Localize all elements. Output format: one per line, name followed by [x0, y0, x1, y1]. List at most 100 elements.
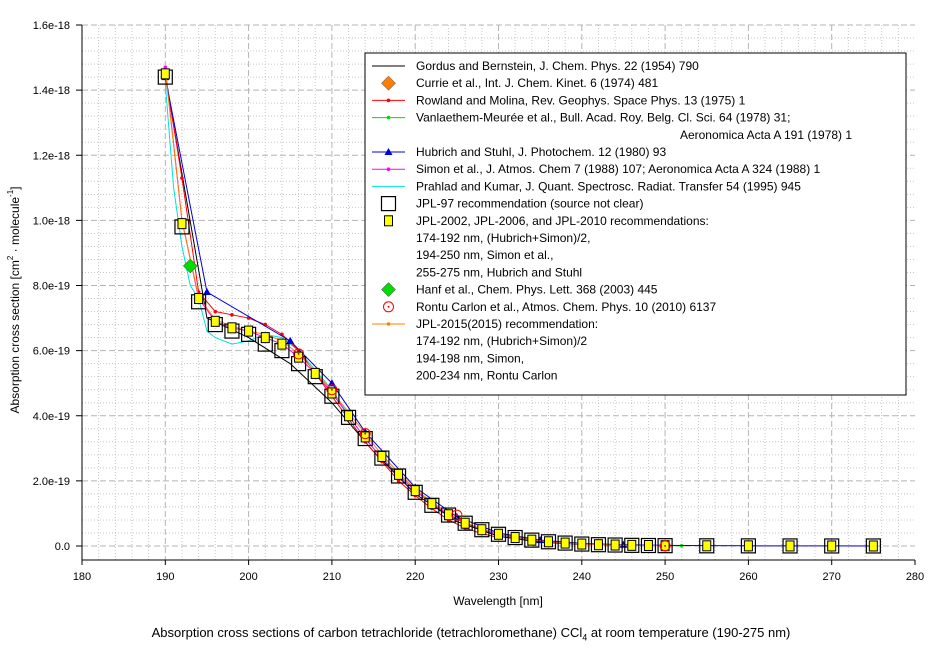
data-point-dot	[396, 479, 401, 483]
data-point-open-square	[524, 532, 540, 548]
data-point-dot	[386, 115, 391, 120]
title-part-2: at room temperature (190-275 nm)	[587, 625, 791, 640]
data-point-open-circle	[451, 509, 463, 521]
data-point-filled-square	[827, 540, 837, 552]
legend-label-cont: 255-275 nm, Hubrich and Stuhl	[416, 265, 582, 279]
legend-label: Hubrich and Stuhl, J. Photochem. 12 (198…	[416, 145, 666, 159]
circle-center	[297, 352, 300, 355]
data-point-filled-square	[444, 509, 454, 521]
axes: 180 190 200 210 220 230 240 250 260 270 280 0.0 2.0e…	[33, 20, 924, 583]
y-tick-label: 4.0e-19	[33, 411, 70, 423]
y-tick-label: 2.0e-19	[33, 476, 70, 488]
data-point-open-circle	[659, 540, 671, 552]
chart-title: Absorption cross sections of carbon tetr…	[0, 625, 942, 643]
data-point-open-square	[457, 515, 473, 531]
series-10	[293, 348, 671, 552]
y-axis-label: Absorption cross section [cm2 · molecule…	[6, 186, 22, 413]
data-point-filled-square	[160, 68, 170, 80]
data-point-open-square	[540, 534, 557, 550]
x-tick-label: 270	[823, 571, 841, 583]
legend-item: JPL-97 recommendation (source not clear)	[380, 196, 643, 212]
circle-ring	[659, 540, 671, 552]
data-point-filled-square	[527, 534, 537, 546]
legend-label: Vanlaethem-Meurée et al., Bull. Acad. Ro…	[416, 111, 790, 125]
legend-label: Simon et al., J. Atmos. Chem 7 (1988) 10…	[416, 162, 821, 176]
circle-center	[364, 432, 367, 435]
series-layer	[157, 65, 881, 554]
data-point-filled-square	[310, 367, 320, 379]
data-point-filled-square	[560, 537, 570, 549]
circle-center	[387, 305, 390, 308]
data-point-filled-square	[494, 528, 503, 540]
y-axis-label-sup2: -1	[6, 189, 15, 197]
legend-label-cont: 194-250 nm, Simon et al.,	[416, 248, 553, 262]
data-point-filled-square	[277, 338, 287, 350]
data-point-dot	[230, 313, 234, 317]
circle-ring	[326, 384, 338, 396]
y-tick-label: 1.2e-18	[33, 150, 70, 162]
data-point-open-square	[699, 538, 715, 554]
data-point-filled-square	[244, 325, 254, 337]
legend-item: JPL-2015(2015) recommendation: 174-192 nm…	[372, 317, 598, 383]
data-point-open-square	[740, 538, 757, 554]
circle-ring	[383, 301, 394, 313]
data-point-filled-square	[410, 485, 420, 497]
legend-item: Hubrich and Stuhl, J. Photochem. 12 (198…	[372, 145, 666, 159]
data-point-dot	[180, 176, 184, 180]
circle-center	[455, 514, 458, 517]
data-point-dot	[163, 65, 168, 70]
y-tick-label: 1.6e-18	[33, 20, 70, 32]
legend-item: Prahlad and Kumar, J. Quant. Spectrosc. …	[372, 179, 801, 193]
legend-label: Rowland and Molina, Rev. Geophys. Space …	[416, 93, 746, 107]
data-point-open-square	[607, 537, 623, 553]
data-point-filled-square	[785, 540, 795, 552]
data-point-filled-square	[610, 539, 620, 551]
data-point-diamond	[381, 282, 396, 297]
legend-label-cont: Aeronomica Acta A 191 (1978) 1	[680, 128, 852, 142]
data-point-open-square	[557, 535, 573, 551]
data-point-open-square	[490, 526, 507, 542]
data-point-filled-square	[543, 536, 553, 548]
circle-ring	[359, 428, 371, 440]
y-tick-label: 1.0e-18	[33, 215, 70, 227]
legend-item: Vanlaethem-Meurée et al., Bull. Acad. Ro…	[372, 111, 852, 142]
x-tick-label: 250	[656, 571, 674, 583]
legend-item: Hanf et al., Chem. Phys. Lett. 368 (2003…	[381, 282, 658, 297]
data-point-open-square	[657, 538, 673, 554]
x-tick-label: 220	[406, 571, 424, 583]
circle-ring	[451, 509, 463, 521]
data-point-filled-square	[377, 450, 387, 462]
y-tick-label: 0.0	[55, 541, 70, 553]
data-point-filled-square	[260, 332, 270, 344]
data-point-open-square	[782, 538, 798, 554]
legend-item: Currie et al., Int. J. Chem. Kinet. 6 (1…	[381, 75, 658, 91]
y-axis-label-c: ]	[8, 186, 22, 189]
data-point-filled-square	[643, 540, 653, 552]
legend-label-cont: 200-234 nm, Rontu Carlon	[416, 369, 557, 383]
data-point-open-square	[824, 538, 840, 554]
x-tick-label: 280	[906, 571, 924, 583]
title-part-1: Absorption cross sections of carbon tetr…	[151, 625, 583, 640]
data-point-filled-square	[177, 218, 187, 230]
data-point-dot	[386, 98, 391, 103]
data-point-filled-square	[510, 532, 520, 544]
legend-box	[364, 52, 907, 396]
y-tick-label: 8.0e-19	[33, 281, 70, 293]
data-point-filled-square	[868, 540, 878, 552]
legend-item: Rontu Carlon et al., Atmos. Chem. Phys. …	[383, 300, 716, 314]
data-point-filled-square	[627, 539, 637, 551]
y-tick-label: 6.0e-19	[33, 346, 70, 358]
data-point-open-square	[507, 529, 523, 546]
legend-label-cont: 194-198 nm, Simon,	[416, 351, 524, 365]
series-9	[182, 258, 198, 274]
data-point-filled-square	[702, 540, 712, 552]
legend-label: JPL-2002, JPL-2006, and JPL-2010 recomme…	[416, 214, 709, 228]
data-point-open-square	[865, 538, 881, 554]
data-point-filled-square	[344, 410, 354, 422]
circle-ring	[293, 348, 305, 360]
data-point-open-circle	[293, 348, 305, 360]
data-point-triangle	[202, 288, 211, 296]
x-tick-label: 190	[156, 571, 174, 583]
circle-center	[664, 544, 667, 547]
y-axis-label-a: Absorption cross section [cm	[8, 260, 22, 413]
